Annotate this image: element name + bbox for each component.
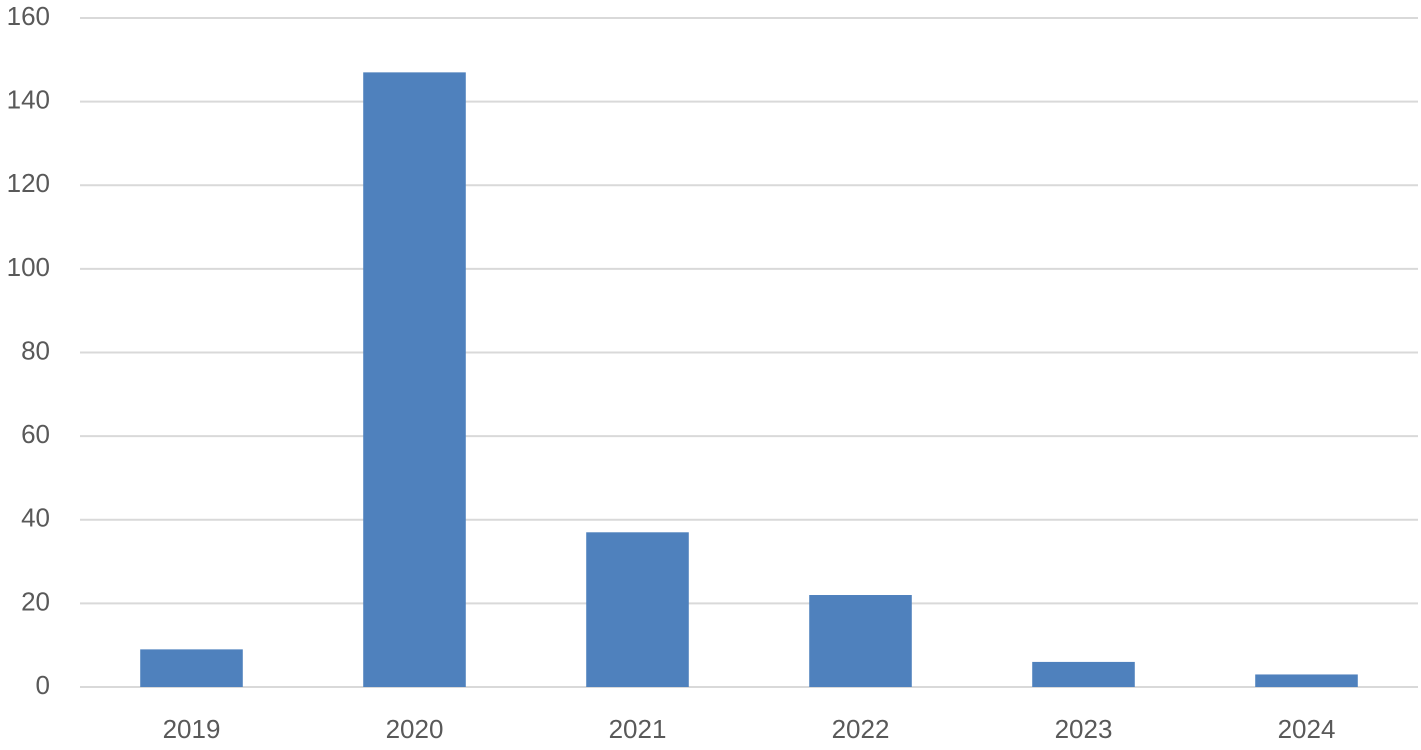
x-tick-label: 2024 — [1278, 714, 1336, 744]
bar — [140, 649, 243, 687]
y-tick-label: 100 — [7, 252, 50, 282]
bar — [1032, 661, 1135, 687]
x-tick-label: 2023 — [1055, 714, 1113, 744]
x-tick-label: 2022 — [832, 714, 890, 744]
bar — [586, 532, 689, 687]
y-tick-label: 0 — [36, 670, 50, 700]
x-tick-label: 2020 — [386, 714, 444, 744]
y-tick-label: 140 — [7, 85, 50, 115]
y-tick-label: 80 — [21, 335, 50, 365]
bar — [809, 595, 912, 687]
y-tick-label: 160 — [7, 1, 50, 31]
y-tick-label: 120 — [7, 168, 50, 198]
y-tick-label: 40 — [21, 503, 50, 533]
bar — [1255, 674, 1358, 687]
x-tick-label: 2021 — [609, 714, 667, 744]
bar — [363, 72, 466, 687]
x-tick-label: 2019 — [163, 714, 221, 744]
y-tick-label: 20 — [21, 586, 50, 616]
y-tick-label: 60 — [21, 419, 50, 449]
